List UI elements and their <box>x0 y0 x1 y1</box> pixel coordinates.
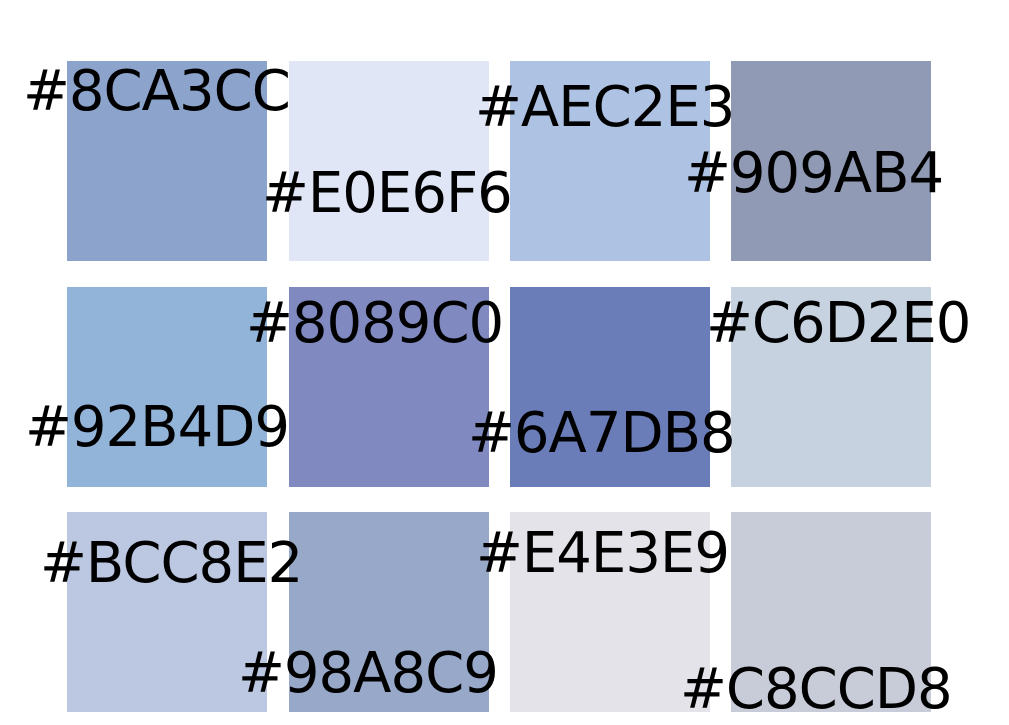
color-hex-label: #909AB4 <box>684 141 944 206</box>
color-hex-label: #8CA3CC <box>23 59 291 124</box>
color-swatch <box>510 287 710 487</box>
color-hex-label: #8089C0 <box>246 291 504 356</box>
color-swatch <box>67 512 267 712</box>
color-hex-label: #BCC8E2 <box>40 531 303 596</box>
color-swatch <box>289 512 489 712</box>
color-hex-label: #98A8C9 <box>238 641 499 706</box>
color-swatch <box>289 61 489 261</box>
color-swatch <box>510 512 710 712</box>
color-swatch <box>67 61 267 261</box>
color-hex-label: #C6D2E0 <box>706 291 971 356</box>
color-hex-label: #C8CCD8 <box>680 657 953 722</box>
color-hex-label: #92B4D9 <box>25 395 290 460</box>
color-swatch <box>510 61 710 261</box>
color-hex-label: #E4E3E9 <box>476 521 730 586</box>
color-swatch <box>731 61 931 261</box>
color-hex-label: #6A7DB8 <box>468 401 736 466</box>
color-swatch <box>731 512 931 712</box>
color-hex-label: #AEC2E3 <box>475 75 735 140</box>
color-swatch <box>731 287 931 487</box>
color-swatch <box>67 287 267 487</box>
color-hex-label: #E0E6F6 <box>262 161 513 226</box>
color-swatch <box>289 287 489 487</box>
